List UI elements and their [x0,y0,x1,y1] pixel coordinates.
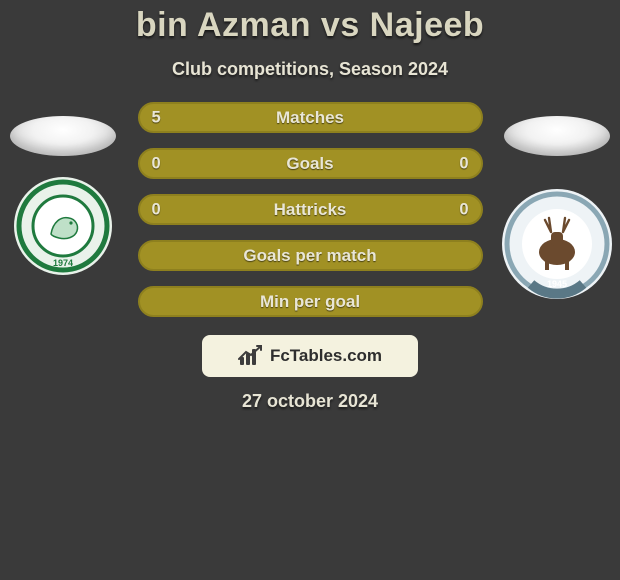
brand-text: FcTables.com [270,346,382,366]
comparison-card: bin Azman vs Najeeb Club competitions, S… [0,0,620,580]
stat-rows: 5 Matches 0 Goals 0 0 Hattricks 0 Goals … [138,102,483,317]
club-badge-right: 1945 [501,188,613,300]
brand-badge[interactable]: FcTables.com [202,335,418,377]
stat-value-right: 0 [459,154,468,173]
stat-row-goals-per-match: Goals per match [138,240,483,271]
stat-row-goals: 0 Goals 0 [138,148,483,179]
stat-label: Matches [276,108,344,128]
stat-label: Goals per match [243,246,376,266]
subtitle: Club competitions, Season 2024 [0,59,620,80]
badge-right-year: 1945 [547,279,567,289]
stat-row-hattricks: 0 Hattricks 0 [138,194,483,225]
date-text: 27 october 2024 [0,391,620,412]
bar-chart-icon [238,345,264,367]
stat-value-right: 0 [459,200,468,219]
player-right: 1945 [502,116,612,300]
stat-row-min-per-goal: Min per goal [138,286,483,317]
player-placeholder-icon [504,116,610,156]
player-left: 1974 [8,116,118,276]
club-crest-left-icon: 1974 [13,176,113,276]
page-title: bin Azman vs Najeeb [0,6,620,45]
stat-value-left: 0 [152,154,161,173]
club-badge-left: 1974 [13,176,113,276]
stat-label: Min per goal [260,292,360,312]
club-crest-right-icon: 1945 [501,188,613,300]
stat-value-left: 0 [152,200,161,219]
stat-label: Hattricks [274,200,347,220]
stat-row-matches: 5 Matches [138,102,483,133]
badge-left-year: 1974 [53,258,73,268]
player-placeholder-icon [10,116,116,156]
stat-value-left: 5 [152,108,161,127]
stat-label: Goals [286,154,333,174]
